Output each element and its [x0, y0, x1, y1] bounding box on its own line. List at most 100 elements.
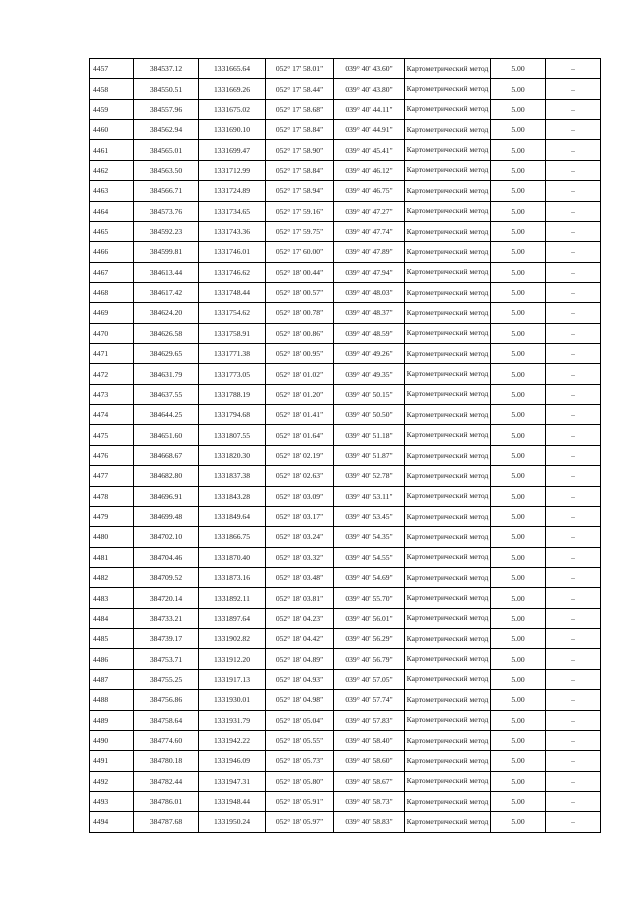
table-row: 4460 384562.94 1331690.10 052° 17' 58.84" 03…: [89, 119, 601, 141]
method: Картометрический метод: [404, 770, 491, 792]
method: Картометрический метод: [404, 363, 491, 385]
longitude: 039° 40' 56.29": [333, 628, 405, 650]
x-coordinate: 384720.14: [133, 587, 199, 609]
point-number: 4467: [89, 261, 134, 283]
method: Картометрический метод: [404, 668, 491, 691]
table-row: 4467 384613.44 1331746.62 052° 18' 00.44" 03…: [89, 261, 601, 283]
latitude: 052° 18' 05.73": [265, 750, 334, 772]
accuracy: 5.00: [490, 485, 546, 507]
table-row: 4483 384720.14 1331892.11 052° 18' 03.81" 03…: [89, 587, 601, 609]
y-coordinate: 1331699.47: [198, 139, 266, 161]
table-row: 4482 384709.52 1331873.16 052° 18' 03.48" 03…: [89, 566, 601, 589]
method: Картометрический метод: [404, 343, 491, 365]
table-row: 4494 384787.68 1331950.24 052° 18' 05.97" 03…: [89, 811, 601, 833]
x-coordinate: 384786.01: [133, 790, 199, 813]
longitude: 039° 40' 58.67": [333, 770, 405, 792]
method: Картометрический метод: [404, 159, 491, 182]
longitude: 039° 40' 48.59": [333, 322, 405, 345]
point-number: 4493: [89, 790, 134, 813]
note: –: [545, 648, 601, 670]
table-row: 4457 384537.12 1331665.64 052° 17' 58.01" 03…: [89, 57, 601, 80]
method: Картометрический метод: [404, 587, 491, 609]
x-coordinate: 384782.44: [133, 770, 199, 792]
table-row: 4487 384755.25 1331917.13 052° 18' 04.93" 03…: [89, 668, 601, 691]
x-coordinate: 384756.86: [133, 689, 199, 711]
longitude: 039° 40' 50.50": [333, 404, 405, 426]
longitude: 039° 40' 53.11": [333, 485, 405, 507]
table-row: 4478 384696.91 1331843.28 052° 18' 03.09" 03…: [89, 485, 601, 507]
method: Картометрический метод: [404, 729, 491, 752]
y-coordinate: 1331669.26: [198, 78, 266, 100]
method: Картометрический метод: [404, 566, 491, 589]
longitude: 039° 40' 52.78": [333, 465, 405, 487]
method: Картометрический метод: [404, 281, 491, 304]
x-coordinate: 384563.50: [133, 159, 199, 182]
point-number: 4478: [89, 485, 134, 507]
note: –: [545, 119, 601, 141]
point-number: 4460: [89, 119, 134, 141]
accuracy: 5.00: [490, 98, 546, 121]
y-coordinate: 1331849.64: [198, 505, 266, 528]
x-coordinate: 384668.67: [133, 444, 199, 467]
longitude: 039° 40' 54.69": [333, 566, 405, 589]
x-coordinate: 384739.17: [133, 628, 199, 650]
latitude: 052° 18' 03.81": [265, 587, 334, 609]
accuracy: 5.00: [490, 566, 546, 589]
y-coordinate: 1331675.02: [198, 98, 266, 121]
latitude: 052° 17' 58.90": [265, 139, 334, 161]
latitude: 052° 18' 03.32": [265, 546, 334, 568]
y-coordinate: 1331892.11: [198, 587, 266, 609]
note: –: [545, 139, 601, 161]
accuracy: 5.00: [490, 241, 546, 263]
x-coordinate: 384644.25: [133, 404, 199, 426]
method: Картометрический метод: [404, 546, 491, 568]
longitude: 039° 40' 46.12": [333, 159, 405, 182]
method: Картометрический метод: [404, 119, 491, 141]
accuracy: 5.00: [490, 587, 546, 609]
method: Картометрический метод: [404, 526, 491, 548]
latitude: 052° 18' 01.02": [265, 363, 334, 385]
latitude: 052° 17' 60.00": [265, 241, 334, 263]
method: Картометрический метод: [404, 383, 491, 406]
accuracy: 5.00: [490, 57, 546, 80]
x-coordinate: 384702.10: [133, 526, 199, 548]
longitude: 039° 40' 51.18": [333, 424, 405, 446]
table-row: 4486 384753.71 1331912.20 052° 18' 04.89" 03…: [89, 648, 601, 670]
accuracy: 5.00: [490, 668, 546, 691]
method: Картометрический метод: [404, 220, 491, 243]
accuracy: 5.00: [490, 139, 546, 161]
point-number: 4458: [89, 78, 134, 100]
method: Картометрический метод: [404, 811, 491, 833]
table-row: 4468 384617.42 1331748.44 052° 18' 00.57" 03…: [89, 281, 601, 304]
accuracy: 5.00: [490, 770, 546, 792]
method: Картометрический метод: [404, 709, 491, 731]
point-number: 4491: [89, 750, 134, 772]
y-coordinate: 1331947.31: [198, 770, 266, 792]
y-coordinate: 1331942.22: [198, 729, 266, 752]
latitude: 052° 18' 04.42": [265, 628, 334, 650]
y-coordinate: 1331754.62: [198, 302, 266, 324]
x-coordinate: 384573.76: [133, 200, 199, 222]
longitude: 039° 40' 43.60": [333, 57, 405, 80]
latitude: 052° 18' 02.63": [265, 465, 334, 487]
longitude: 039° 40' 47.27": [333, 200, 405, 222]
table-row: 4474 384644.25 1331794.68 052° 18' 01.41" 03…: [89, 404, 601, 426]
accuracy: 5.00: [490, 281, 546, 304]
accuracy: 5.00: [490, 709, 546, 731]
y-coordinate: 1331748.44: [198, 281, 266, 304]
latitude: 052° 18' 05.55": [265, 729, 334, 752]
table-row: 4493 384786.01 1331948.44 052° 18' 05.91" 03…: [89, 790, 601, 813]
note: –: [545, 587, 601, 609]
longitude: 039° 40' 56.01": [333, 607, 405, 630]
method: Картометрический метод: [404, 628, 491, 650]
note: –: [545, 770, 601, 792]
point-number: 4481: [89, 546, 134, 568]
point-number: 4482: [89, 566, 134, 589]
method: Картометрический метод: [404, 139, 491, 161]
latitude: 052° 18' 05.91": [265, 790, 334, 813]
latitude: 052° 18' 00.57": [265, 281, 334, 304]
x-coordinate: 384682.80: [133, 465, 199, 487]
table-row: 4492 384782.44 1331947.31 052° 18' 05.80" 03…: [89, 770, 601, 792]
y-coordinate: 1331794.68: [198, 404, 266, 426]
